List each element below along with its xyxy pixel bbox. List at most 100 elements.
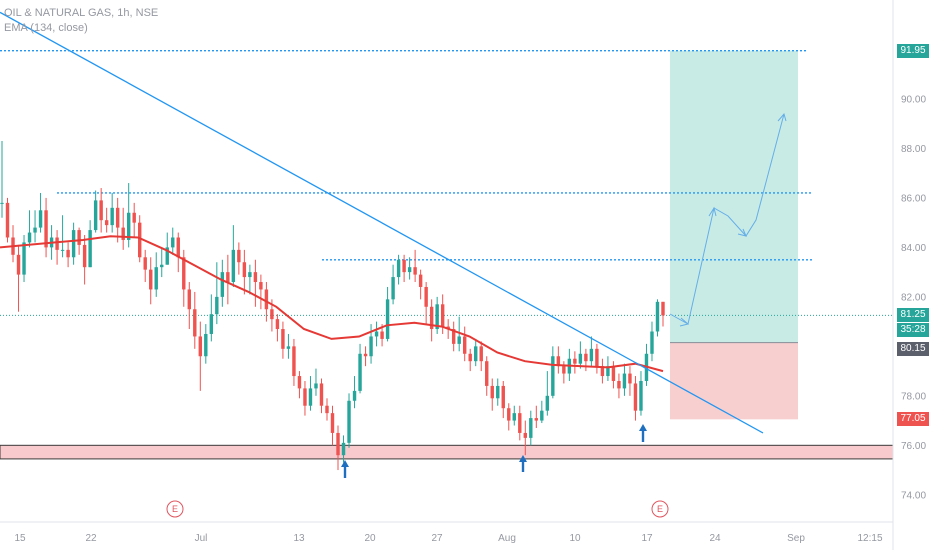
candle-body [160, 264, 164, 268]
candle-body [77, 230, 81, 245]
candle-body [584, 353, 588, 362]
overlay-drawings [0, 11, 787, 478]
candle-body [440, 304, 445, 327]
ema-line [0, 235, 664, 373]
time-tick-label: 22 [85, 533, 97, 544]
candle-body [204, 333, 208, 357]
target-price-badge: 91.95 [897, 43, 929, 58]
indicator-title[interactable]: EMA (134, close) [4, 22, 88, 34]
candle-body [264, 289, 269, 310]
candle-body [347, 400, 351, 443]
time-axis[interactable]: 15 22 Jul 13 20 27 Aug 10 17 24 Sep 12:15 [14, 533, 883, 544]
candle-body [639, 380, 643, 411]
earnings-event-label: E [172, 504, 178, 514]
candle-body [220, 272, 225, 297]
chart-legend: OIL & NATURAL GAS, 1h, NSE EMA (134, clo… [4, 6, 158, 36]
candle-body [27, 232, 32, 243]
up-arrow-head [519, 455, 527, 462]
time-tick-label: 17 [641, 533, 653, 544]
time-tick-label: 15 [14, 533, 26, 544]
candle-body [44, 210, 48, 248]
candle-body [187, 289, 191, 310]
candle-body [622, 373, 627, 389]
candle-body [341, 442, 346, 456]
candle-body [5, 202, 10, 238]
projection-arrowhead [777, 112, 787, 122]
candle-body [38, 210, 43, 228]
candle-body [490, 385, 494, 399]
candle-body [485, 361, 489, 386]
price-axis[interactable]: 92.0090.0088.0086.0084.0082.0080.0078.00… [901, 45, 926, 501]
time-tick-label: Aug [498, 533, 516, 544]
candle-body [82, 244, 87, 268]
projection-arrowhead [708, 206, 717, 217]
candles [0, 141, 665, 471]
up-arrow-head [639, 424, 647, 431]
price-tick-label: 82.00 [901, 292, 926, 303]
candle-body [104, 220, 109, 226]
candle-body [286, 346, 291, 349]
price-tick-label: 90.00 [901, 94, 926, 105]
price-tick-label: 78.00 [901, 391, 926, 402]
candle-body [380, 331, 384, 339]
price-tick-label: 74.00 [901, 490, 926, 501]
candle-body [121, 227, 125, 240]
candle-body [171, 237, 175, 248]
candle-body [281, 329, 285, 349]
candle-body [424, 286, 428, 307]
candle-body [71, 230, 76, 258]
candle-body [661, 301, 665, 316]
candle-body [407, 267, 412, 273]
candle-body [655, 301, 660, 332]
candle-body [308, 388, 313, 406]
symbol-title[interactable]: OIL & NATURAL GAS, 1h, NSE [4, 7, 159, 19]
time-tick-label: 13 [293, 533, 305, 544]
candle-body [534, 418, 539, 421]
candle-body [115, 207, 120, 228]
earnings-event-icon [651, 500, 669, 518]
candle-body [496, 385, 500, 399]
candle-body [396, 259, 401, 278]
projection-arrowhead [737, 228, 747, 237]
candle-body [451, 329, 456, 344]
candle-body [578, 353, 583, 364]
candle-body [462, 336, 467, 354]
candle-body [611, 366, 616, 381]
candle-body [0, 202, 4, 204]
time-tick-label: Jul [195, 533, 208, 544]
time-tick-label: 10 [569, 533, 581, 544]
candle-body [60, 249, 65, 251]
time-tick-label: 24 [709, 533, 721, 544]
candle-body [209, 314, 214, 334]
candle-body [468, 353, 472, 362]
candle-body [319, 383, 324, 406]
candle-body [215, 296, 219, 315]
candle-body [143, 257, 147, 270]
candle-body [418, 274, 423, 287]
price-tick-label: 88.00 [901, 144, 926, 155]
time-tick-label: Sep [787, 533, 805, 544]
candle-body [358, 353, 362, 391]
candle-body [231, 249, 236, 283]
candle-body [193, 309, 197, 337]
candle-body [374, 331, 379, 337]
candle-body [562, 366, 566, 374]
candle-body [518, 413, 522, 433]
candle-body [88, 230, 92, 268]
candle-body [402, 259, 406, 273]
candle-body [226, 272, 230, 283]
candle-body [457, 336, 461, 344]
candle-body [325, 405, 329, 414]
candle-body [507, 408, 511, 421]
candle-body [336, 432, 340, 456]
candle-body [385, 299, 390, 339]
candle-body [93, 200, 98, 231]
candle-body [55, 237, 59, 250]
candle-body [413, 267, 417, 275]
last-price-badge: 81.25 [897, 308, 929, 323]
candle-body [275, 319, 280, 330]
candle-body [479, 346, 483, 362]
candle-body [270, 309, 274, 320]
